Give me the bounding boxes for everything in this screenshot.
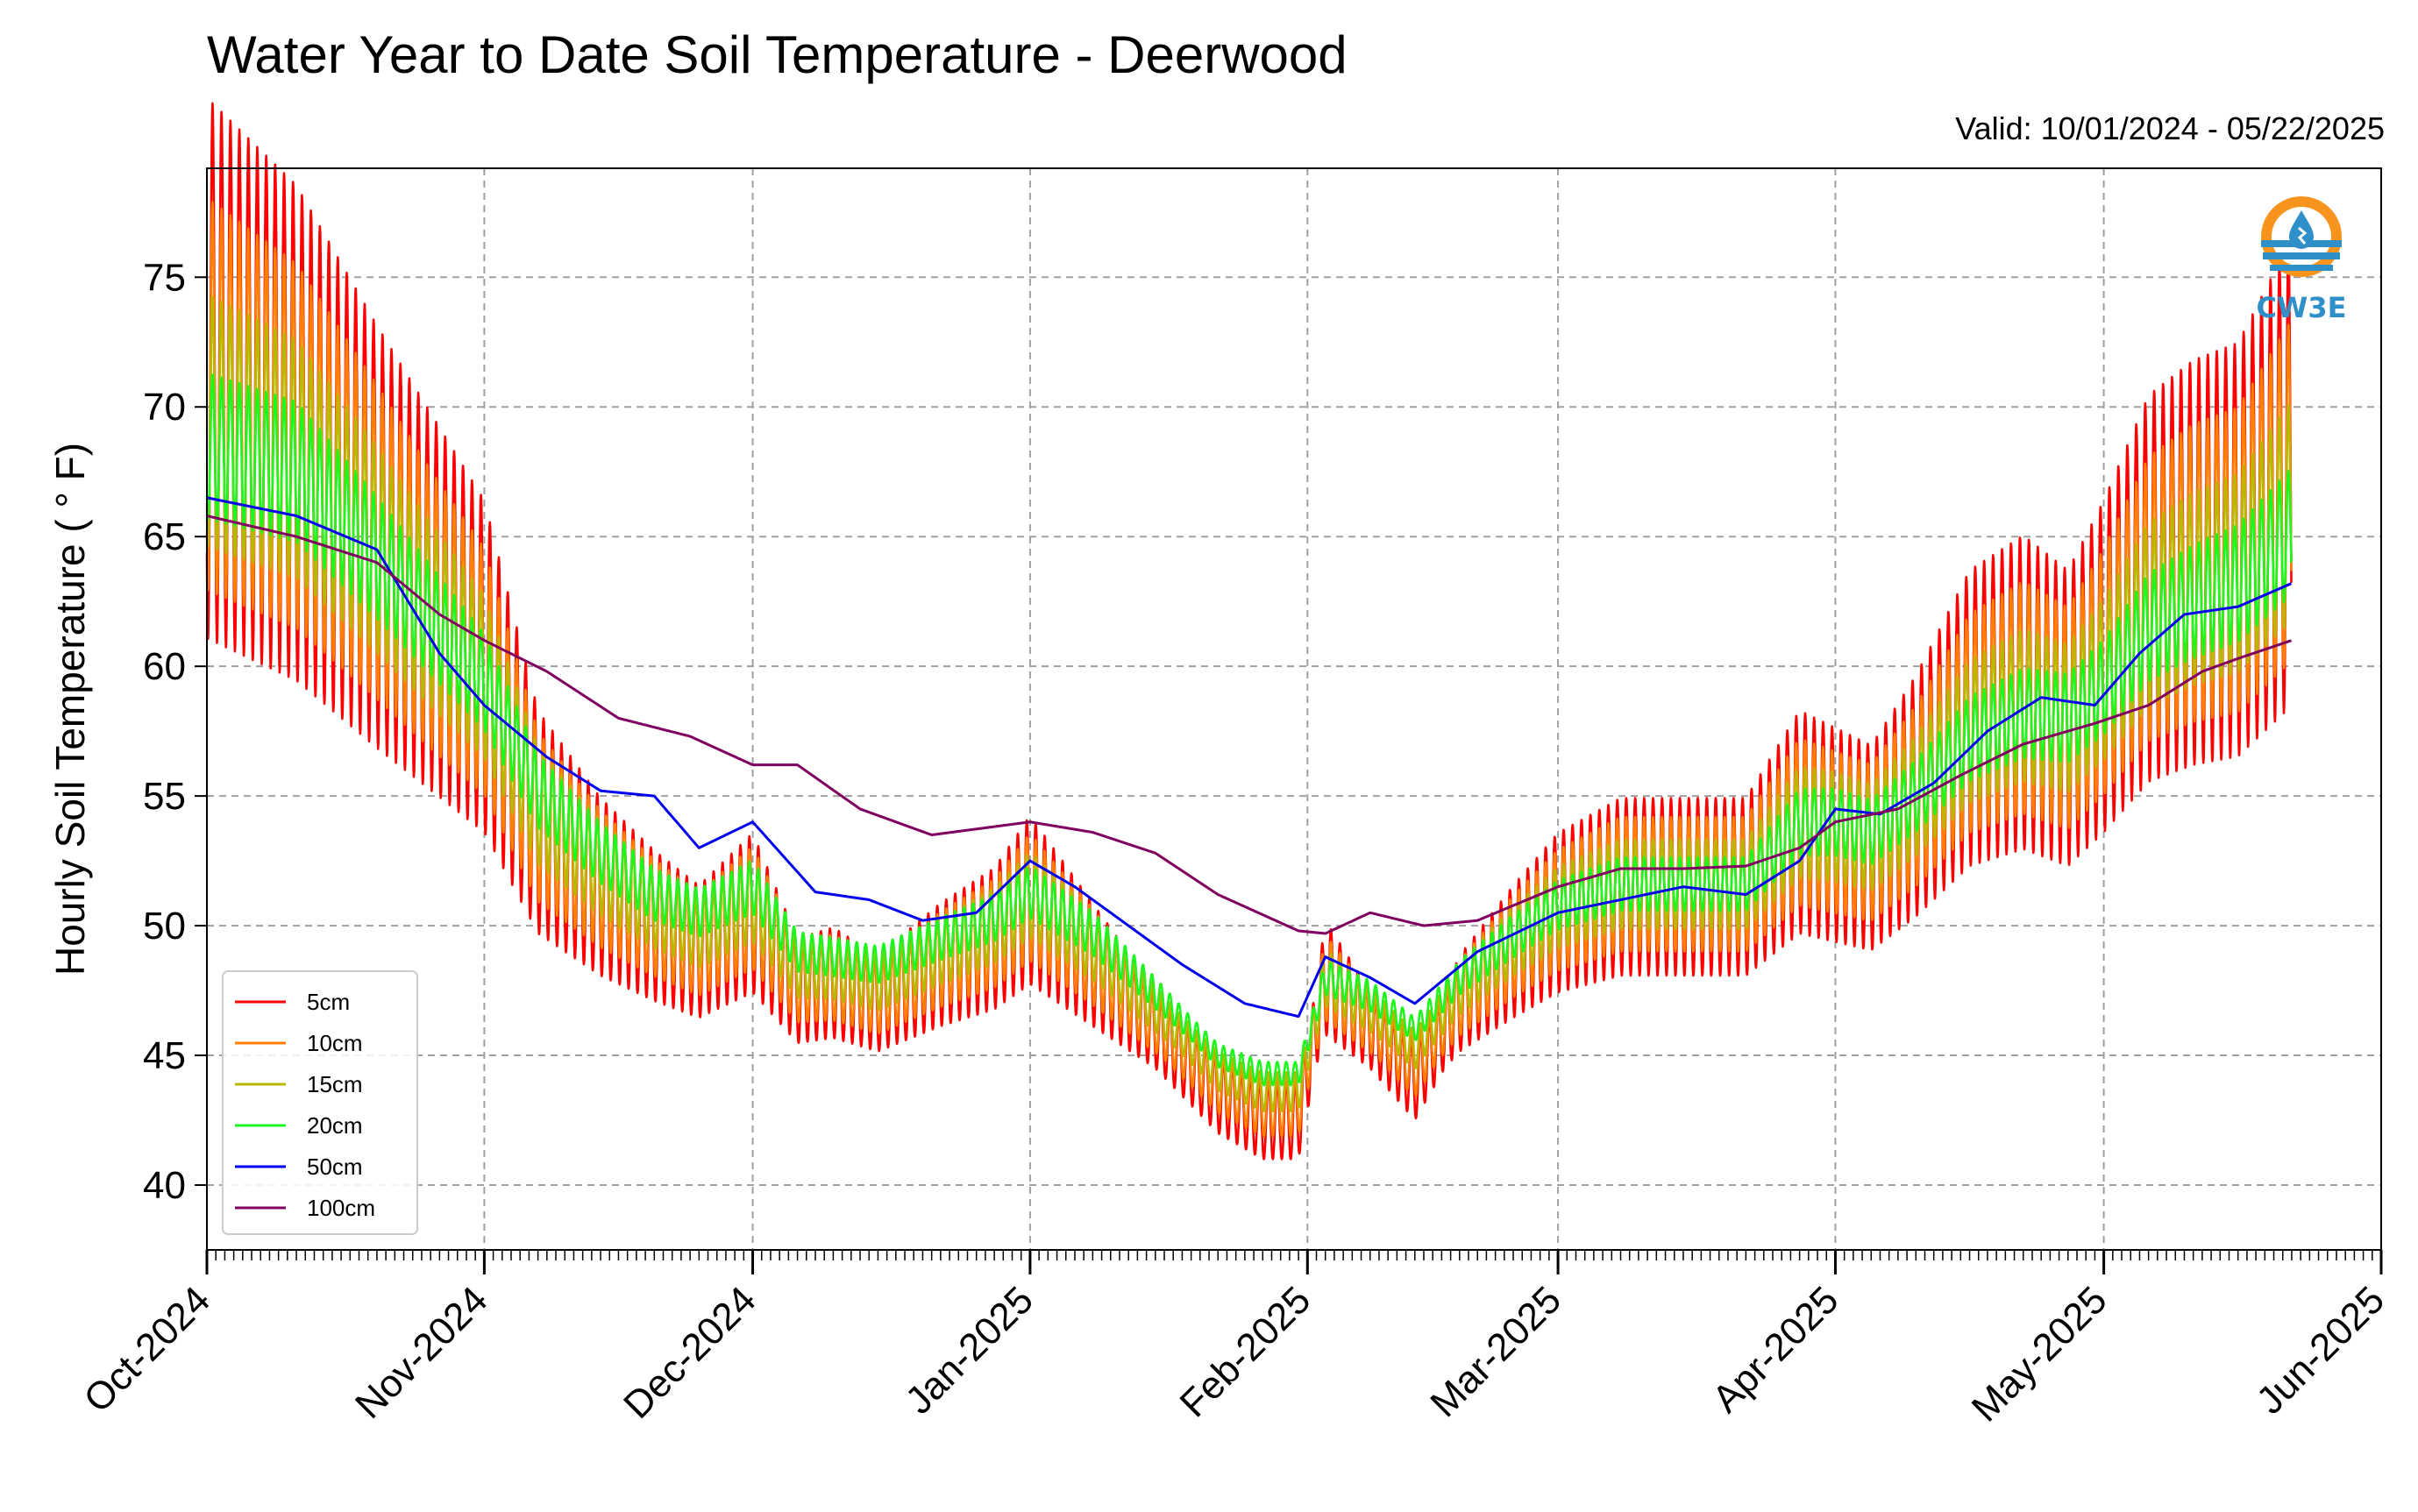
chart-subtitle: Valid: 10/01/2024 - 05/22/2025 [1955, 110, 2385, 146]
y-tick-label: 70 [143, 386, 186, 429]
plot-frame [206, 167, 2382, 1251]
series-line-5cm [205, 102, 2293, 1161]
legend-label: 5cm [307, 989, 350, 1015]
x-tick-label: Oct-2024 [75, 1278, 218, 1421]
legend: 5cm 10cm 15cm 20cm 50cm 100cm [222, 970, 418, 1235]
y-tick-label: 40 [143, 1164, 186, 1207]
series-line-100cm [205, 515, 2293, 935]
y-tick-label: 75 [143, 256, 186, 299]
logo-wave-2 [2263, 252, 2340, 259]
x-tick-label: Nov-2024 [347, 1278, 496, 1427]
y-tick-label: 50 [143, 905, 186, 948]
x-tick-label: Jan-2025 [898, 1278, 1042, 1422]
series-line-15cm [205, 295, 2293, 1112]
legend-label: 100cm [307, 1195, 375, 1221]
y-tick-label: 45 [143, 1034, 186, 1077]
cw3e-logo: CW3E [2257, 196, 2347, 324]
bolt-icon [2297, 226, 2308, 245]
legend-box [222, 970, 418, 1235]
logo-text: CW3E [2257, 291, 2347, 324]
series-line-10cm [205, 201, 2293, 1138]
x-tick-label: Feb-2025 [1172, 1278, 1319, 1425]
y-axis-title: Hourly Soil Temperature ( ° F) [47, 443, 93, 976]
legend-label: 10cm [307, 1030, 363, 1056]
ticks-layer [195, 276, 2383, 1274]
x-tick-label: Apr-2025 [1704, 1278, 1847, 1421]
legend-label: 50cm [307, 1154, 363, 1180]
x-tick-label: May-2025 [1964, 1278, 2116, 1430]
series-line-50cm [205, 496, 2293, 1019]
logo-wave-3 [2270, 265, 2333, 271]
x-tick-label: Mar-2025 [1422, 1278, 1569, 1425]
series-layer [205, 102, 2293, 1161]
y-tick-label: 55 [143, 775, 186, 818]
legend-label: 20cm [307, 1112, 363, 1139]
y-tick-label: 60 [143, 645, 186, 688]
chart-title: Water Year to Date Soil Temperature - De… [207, 25, 1348, 84]
x-tick-label: Dec-2024 [615, 1278, 765, 1427]
y-tick-label: 65 [143, 515, 186, 558]
series-line-20cm [205, 373, 2293, 1087]
legend-label: 15cm [307, 1071, 363, 1097]
x-tick-label: Jun-2025 [2249, 1278, 2393, 1422]
